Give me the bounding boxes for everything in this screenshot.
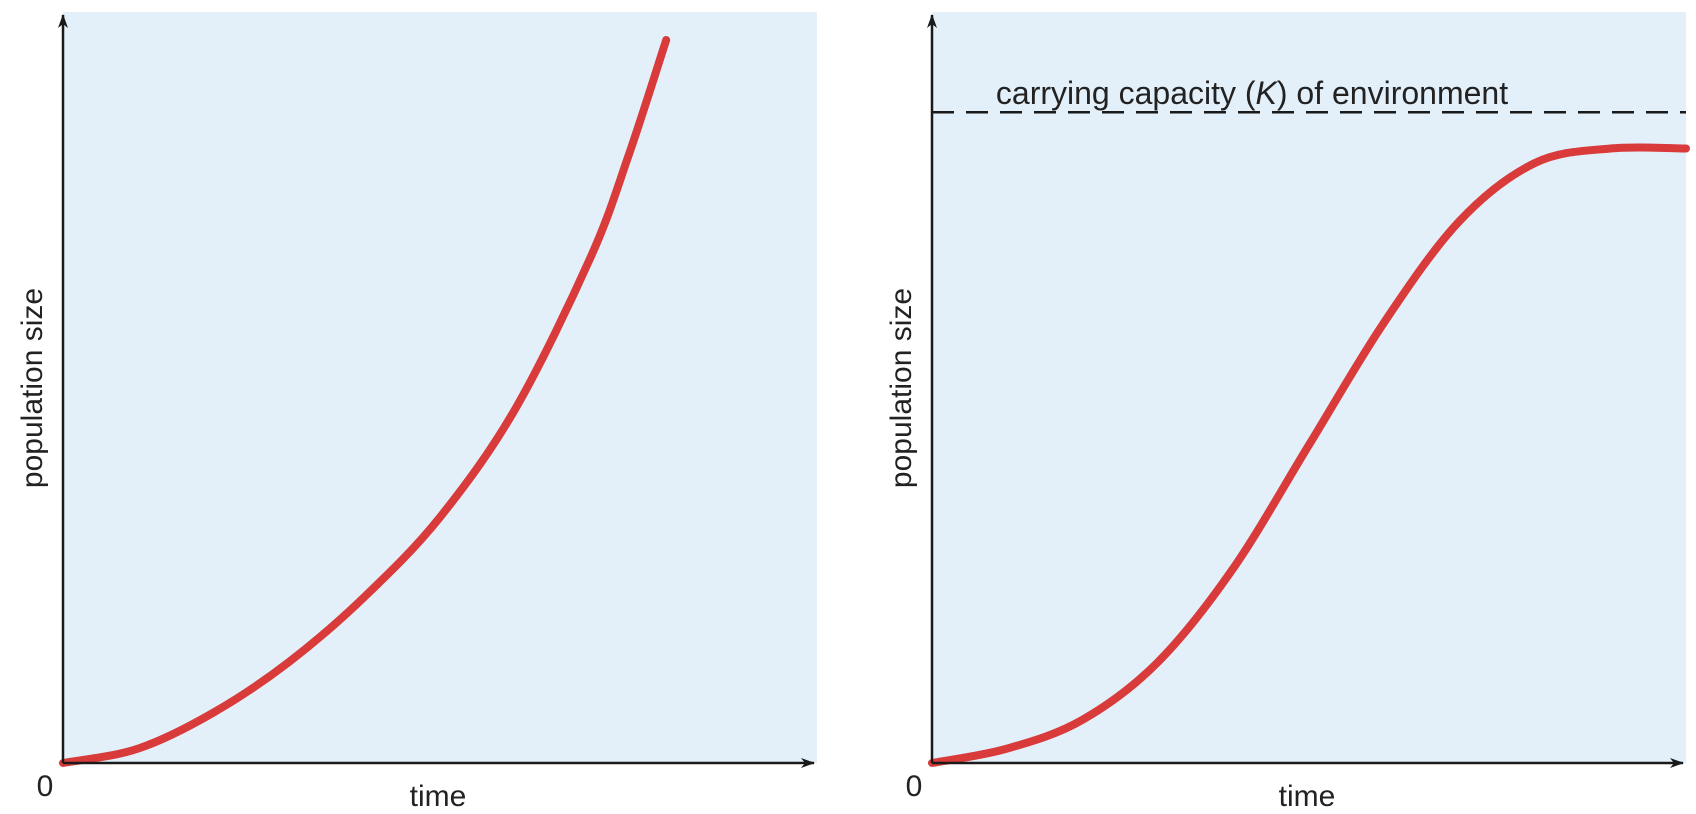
- origin-label: 0: [906, 770, 923, 803]
- y-axis-label: population size: [16, 288, 49, 488]
- chart-exponential: 0 time population size: [16, 12, 817, 813]
- plot-background: [63, 12, 817, 763]
- y-axis-label: population size: [885, 288, 918, 488]
- plot-background: [932, 12, 1686, 763]
- growth-curve: [928, 143, 1690, 767]
- origin-label: 0: [37, 770, 54, 803]
- carrying-capacity-label: carrying capacity (K) of environment: [996, 75, 1508, 111]
- growth-curve: [59, 36, 671, 767]
- chart-logistic: carrying capacity (K) of environment 0 t…: [885, 12, 1690, 813]
- k-label-suffix: ) of environment: [1277, 75, 1508, 111]
- k-symbol: K: [1256, 75, 1279, 111]
- x-axis-label: time: [1279, 780, 1336, 813]
- x-axis-label: time: [410, 780, 467, 813]
- k-label-prefix: carrying capacity (: [996, 75, 1256, 111]
